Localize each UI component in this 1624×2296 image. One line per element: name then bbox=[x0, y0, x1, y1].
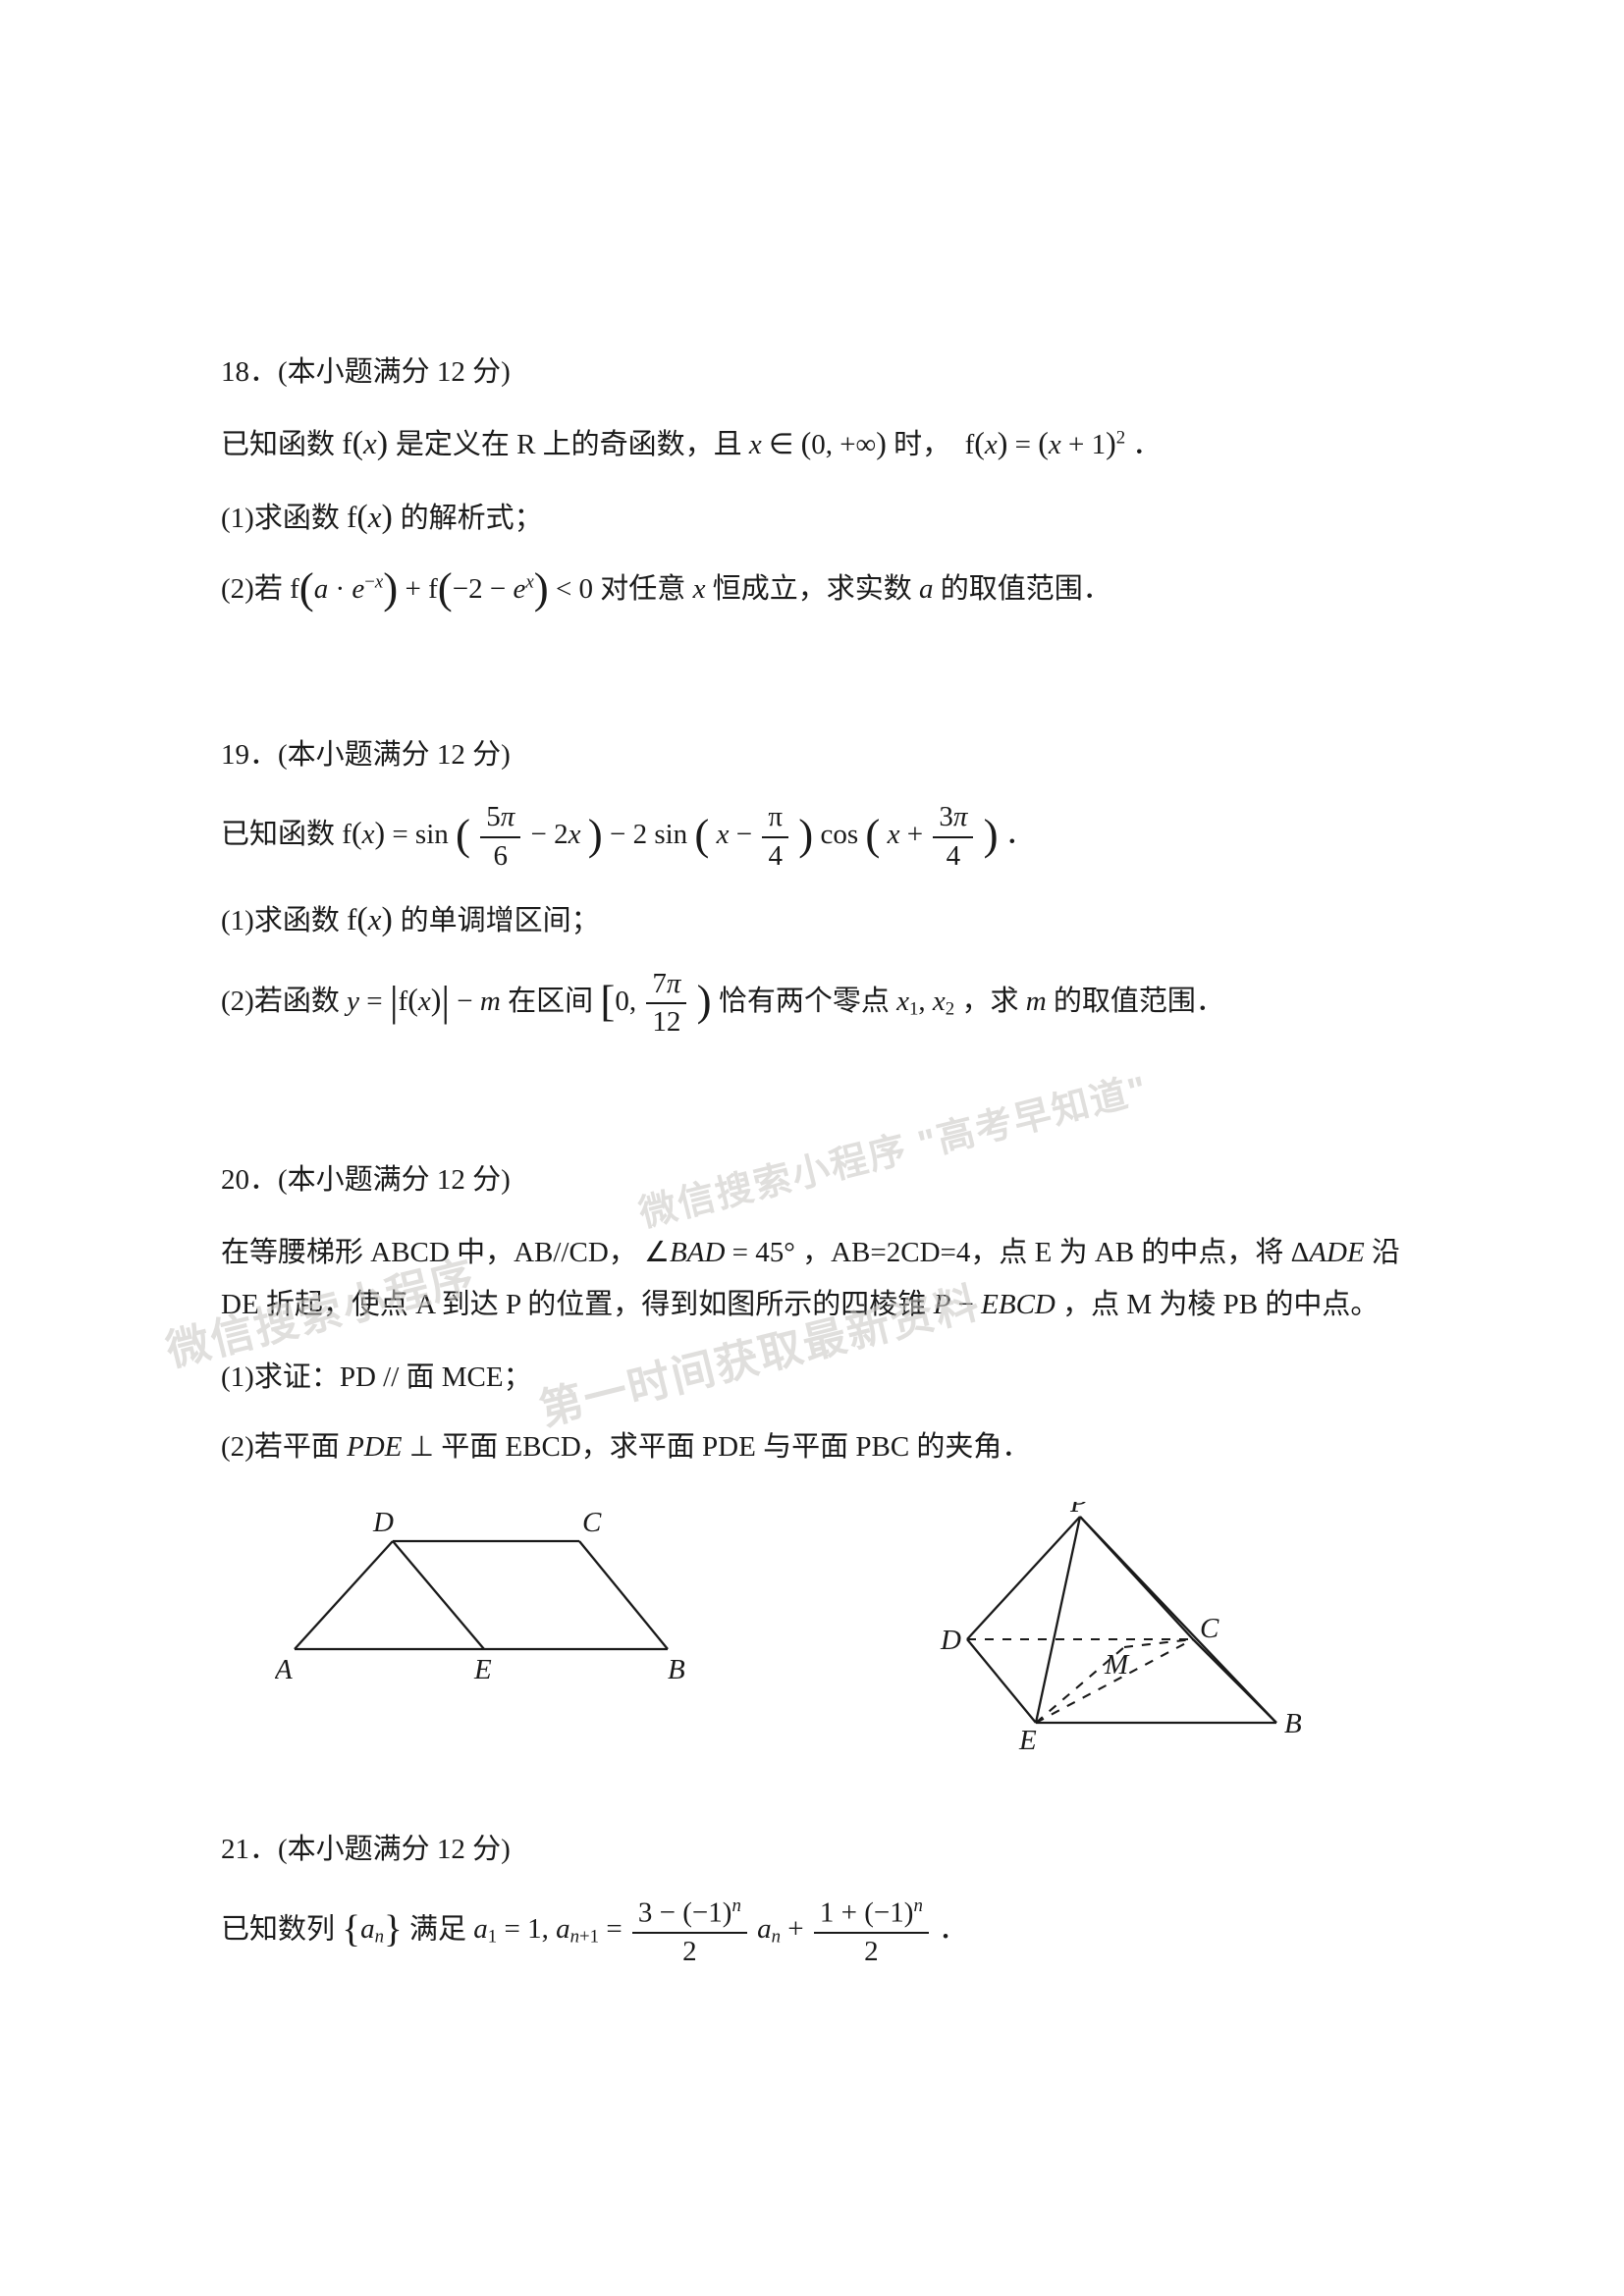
label-E: E bbox=[1018, 1725, 1037, 1756]
p20-q2-a: (2)若平面 bbox=[221, 1431, 347, 1463]
p20-stem: 在等腰梯形 ABCD 中，AB//CD， ∠BAD = 45° ，AB=2CD=… bbox=[221, 1227, 1409, 1332]
p19-x1x2: x1, x2 bbox=[896, 986, 954, 1017]
label-M: M bbox=[1104, 1649, 1130, 1681]
p20-fig-trapezoid: A B C D E bbox=[275, 1502, 697, 1698]
p20-stem-a: 在等腰梯形 ABCD 中，AB//CD， bbox=[221, 1237, 637, 1268]
p19-q2-d: ，求 bbox=[961, 986, 1025, 1017]
label-B: B bbox=[668, 1654, 685, 1685]
p21-stem-a: 已知数列 bbox=[221, 1913, 342, 1945]
label-D: D bbox=[372, 1507, 394, 1538]
label-P: P bbox=[1069, 1502, 1088, 1519]
p18-var-a: a bbox=[919, 573, 934, 605]
problem-20: 20．(本小题满分 12 分) 在等腰梯形 ABCD 中，AB//CD， ∠BA… bbox=[221, 1156, 1409, 1756]
exam-page: 18．(本小题满分 12 分) 已知函数 f(x) 是定义在 R 上的奇函数，且… bbox=[221, 348, 1409, 2086]
p18-sq: 2 bbox=[1116, 428, 1125, 449]
p21-stem-c: ． bbox=[939, 1913, 967, 1945]
p20-q2: (2)若平面 PDE ⊥ 平面 EBCD，求平面 PDE 与平面 PBC 的夹角… bbox=[221, 1423, 1409, 1471]
p19-stem-b: ． bbox=[1005, 819, 1034, 850]
p19-q2-c: 恰有两个零点 bbox=[719, 986, 896, 1017]
p20-fig-pyramid: P D C E B M bbox=[913, 1502, 1316, 1757]
p18-q2: (2)若 f(a · e−x) + f(−2 − ex) < 0 对任意 x 恒… bbox=[221, 565, 1409, 614]
p21-recur: a1 = 1, an+1 = 3 − (−1)n 2 an + 1 + (−1)… bbox=[473, 1913, 939, 1945]
p19-stem-a: 已知函数 bbox=[221, 819, 342, 850]
p21-stem: 已知数列 {an} 满足 a1 = 1, an+1 = 3 − (−1)n 2 … bbox=[221, 1896, 1409, 1968]
p18-q2-a: (2)若 bbox=[221, 573, 290, 605]
p19-q2-e: 的取值范围． bbox=[1054, 986, 1224, 1017]
label-B: B bbox=[1284, 1708, 1302, 1739]
p19-q2: (2)若函数 y = |f(x)| − m 在区间 [0, 7π12 ) 恰有两… bbox=[221, 968, 1409, 1040]
p20-tri: ΔADE bbox=[1291, 1237, 1365, 1268]
label-C: C bbox=[1200, 1613, 1219, 1644]
p18-q2-b: 对任意 bbox=[600, 573, 692, 605]
p18-q1-a: (1)求函数 bbox=[221, 503, 347, 534]
p19-fx-1: f(x) bbox=[347, 902, 401, 936]
p18-stem-c: 时， bbox=[893, 429, 950, 460]
p20-figures: A B C D E bbox=[221, 1502, 1409, 1757]
p19-q1: (1)求函数 f(x) 的单调增区间； bbox=[221, 894, 1409, 946]
p18-stem-d: ． bbox=[1132, 429, 1161, 460]
problem-21: 21．(本小题满分 12 分) 已知数列 {an} 满足 a1 = 1, an+… bbox=[221, 1826, 1409, 1968]
p19-fxdef: f(x) = sin ( 5π6 − 2x ) − 2 sin ( x − π4… bbox=[342, 819, 1005, 850]
p19-header: 19．(本小题满分 12 分) bbox=[221, 731, 1409, 779]
label-C: C bbox=[582, 1507, 602, 1538]
problem-19: 19．(本小题满分 12 分) 已知函数 f(x) = sin ( 5π6 − … bbox=[221, 731, 1409, 1039]
p19-q2-a: (2)若函数 bbox=[221, 986, 347, 1017]
p19-q1-b: 的单调增区间； bbox=[401, 905, 600, 936]
p18-fxdef: f(x) = (x + 1)2 bbox=[957, 429, 1132, 460]
p18-stem-b: 是定义在 R 上的奇函数，且 bbox=[396, 429, 749, 460]
label-D: D bbox=[940, 1625, 961, 1656]
p21-an-set: {an} bbox=[342, 1913, 409, 1945]
p18-xin: x ∈ (0, +∞) bbox=[749, 429, 893, 460]
p18-ineq: f(a · e−x) + f(−2 − ex) < 0 bbox=[290, 573, 600, 605]
p19-yexpr: y = |f(x)| − m bbox=[347, 986, 508, 1017]
p21-header: 21．(本小题满分 12 分) bbox=[221, 1826, 1409, 1874]
p21-stem-b: 满足 bbox=[409, 1913, 473, 1945]
p18-q2-d: 的取值范围． bbox=[941, 573, 1111, 605]
p19-interval: [0, 7π12 ) bbox=[600, 986, 718, 1017]
p18-fx-2: f(x) bbox=[347, 500, 401, 534]
p18-q1-b: 的解析式； bbox=[401, 503, 543, 534]
p18-q1: (1)求函数 f(x) 的解析式； bbox=[221, 492, 1409, 544]
p20-q2-b: ⊥ 平面 EBCD，求平面 PDE 与平面 PBC 的夹角． bbox=[409, 1431, 1031, 1463]
p20-header: 20．(本小题满分 12 分) bbox=[221, 1156, 1409, 1204]
p19-stem: 已知函数 f(x) = sin ( 5π6 − 2x ) − 2 sin ( x… bbox=[221, 801, 1409, 873]
p20-pde: PDE bbox=[347, 1431, 402, 1463]
p20-pyramid: P − EBCD bbox=[934, 1289, 1056, 1320]
p20-angle: ∠BAD = 45° bbox=[644, 1237, 795, 1268]
p18-stem-a: 已知函数 bbox=[221, 429, 342, 460]
p18-header: 18．(本小题满分 12 分) bbox=[221, 348, 1409, 397]
p20-q1: (1)求证：PD // 面 MCE； bbox=[221, 1354, 1409, 1402]
p18-fx-1: f(x) bbox=[342, 426, 396, 460]
p20-stem-d: ，点 M 为棱 PB 的中点。 bbox=[1062, 1289, 1379, 1320]
p19-q2-b: 在区间 bbox=[508, 986, 600, 1017]
p19-q1-a: (1)求函数 bbox=[221, 905, 347, 936]
p20-stem-b: ，AB=2CD=4，点 E 为 AB 的中点，将 bbox=[802, 1237, 1291, 1268]
p18-q2-c: 恒成立，求实数 bbox=[713, 573, 919, 605]
label-E: E bbox=[473, 1654, 492, 1685]
p18-stem: 已知函数 f(x) 是定义在 R 上的奇函数，且 x ∈ (0, +∞) 时， … bbox=[221, 418, 1409, 470]
problem-18: 18．(本小题满分 12 分) 已知函数 f(x) 是定义在 R 上的奇函数，且… bbox=[221, 348, 1409, 614]
p18-var-x: x bbox=[693, 573, 706, 605]
label-A: A bbox=[275, 1654, 293, 1685]
p19-m: m bbox=[1026, 986, 1047, 1017]
